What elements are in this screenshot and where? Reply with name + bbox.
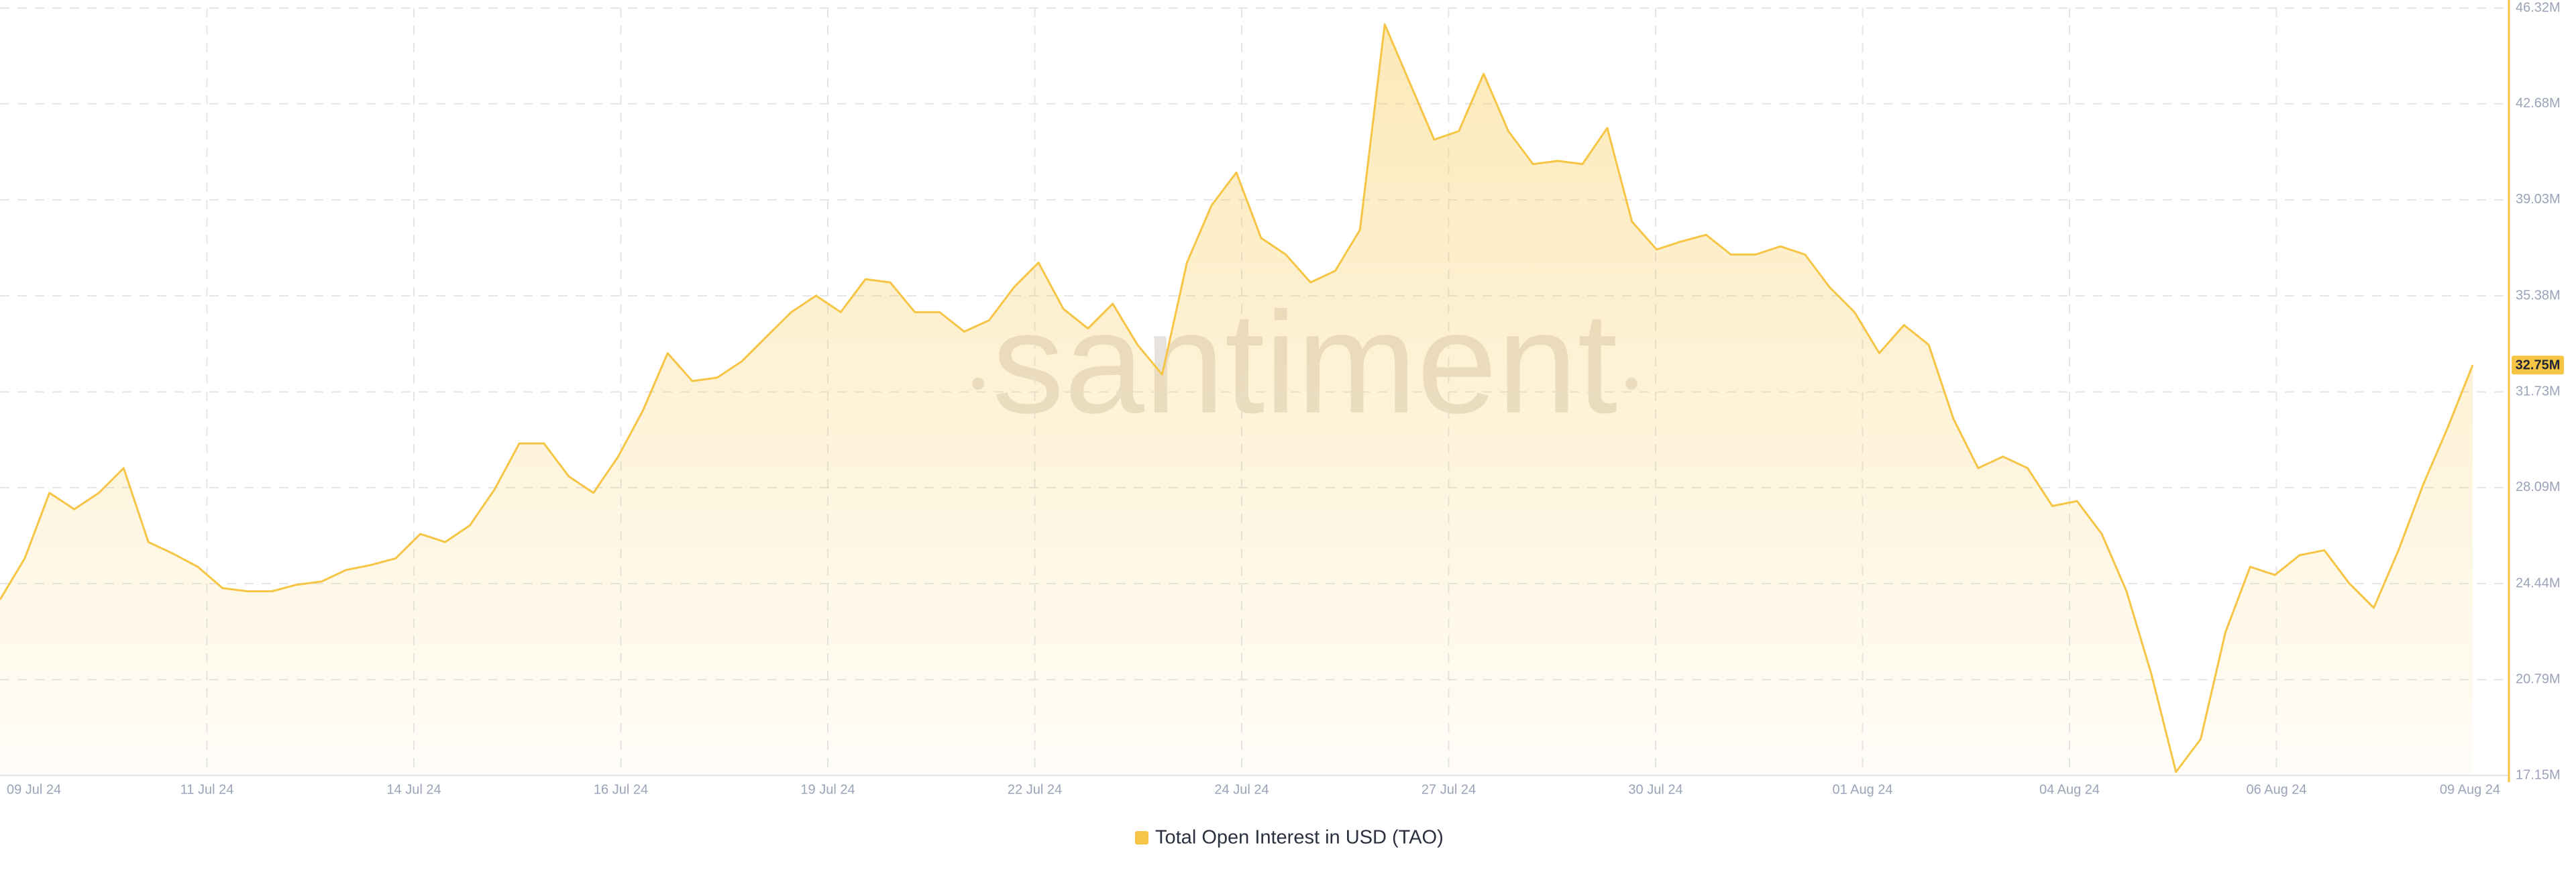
y-tick-label: 20.79M xyxy=(2516,672,2561,687)
y-tick-label: 35.38M xyxy=(2516,288,2561,303)
x-tick-label: 27 Jul 24 xyxy=(1421,782,1476,797)
y-tick-label: 39.03M xyxy=(2516,192,2561,207)
x-tick-label: 30 Jul 24 xyxy=(1628,782,1682,797)
area-fill xyxy=(0,24,2473,775)
legend-label: Total Open Interest in USD (TAO) xyxy=(1155,827,1444,849)
y-tick-label: 42.68M xyxy=(2516,96,2561,111)
x-tick-label: 04 Aug 24 xyxy=(2039,782,2100,797)
legend-item: Total Open Interest in USD (TAO) xyxy=(1135,827,1444,849)
y-tick-label: 24.44M xyxy=(2516,576,2561,590)
x-tick-label: 14 Jul 24 xyxy=(386,782,441,797)
x-tick-label: 24 Jul 24 xyxy=(1214,782,1269,797)
x-tick-label: 19 Jul 24 xyxy=(800,782,855,797)
current-value-badge xyxy=(2512,356,2564,375)
x-tick-label: 09 Aug 24 xyxy=(2440,782,2500,797)
x-tick-label: 22 Jul 24 xyxy=(1008,782,1062,797)
line xyxy=(0,23,2474,773)
y-tick-label: 28.09M xyxy=(2516,480,2561,494)
x-tick-label: 16 Jul 24 xyxy=(594,782,648,797)
x-tick-label: 11 Jul 24 xyxy=(180,782,234,797)
x-tick-label: 06 Aug 24 xyxy=(2246,782,2306,797)
x-tick-label: 09 Jul 24 xyxy=(7,782,61,797)
current-value-label: 32.75M xyxy=(2516,358,2561,372)
x-tick-label: 01 Aug 24 xyxy=(1832,782,1892,797)
y-tick-label: 46.32M xyxy=(2516,0,2561,15)
legend-swatch xyxy=(1135,831,1148,844)
y-tick-label: 31.73M xyxy=(2516,384,2561,398)
y-tick-label: 17.15M xyxy=(2516,767,2561,782)
